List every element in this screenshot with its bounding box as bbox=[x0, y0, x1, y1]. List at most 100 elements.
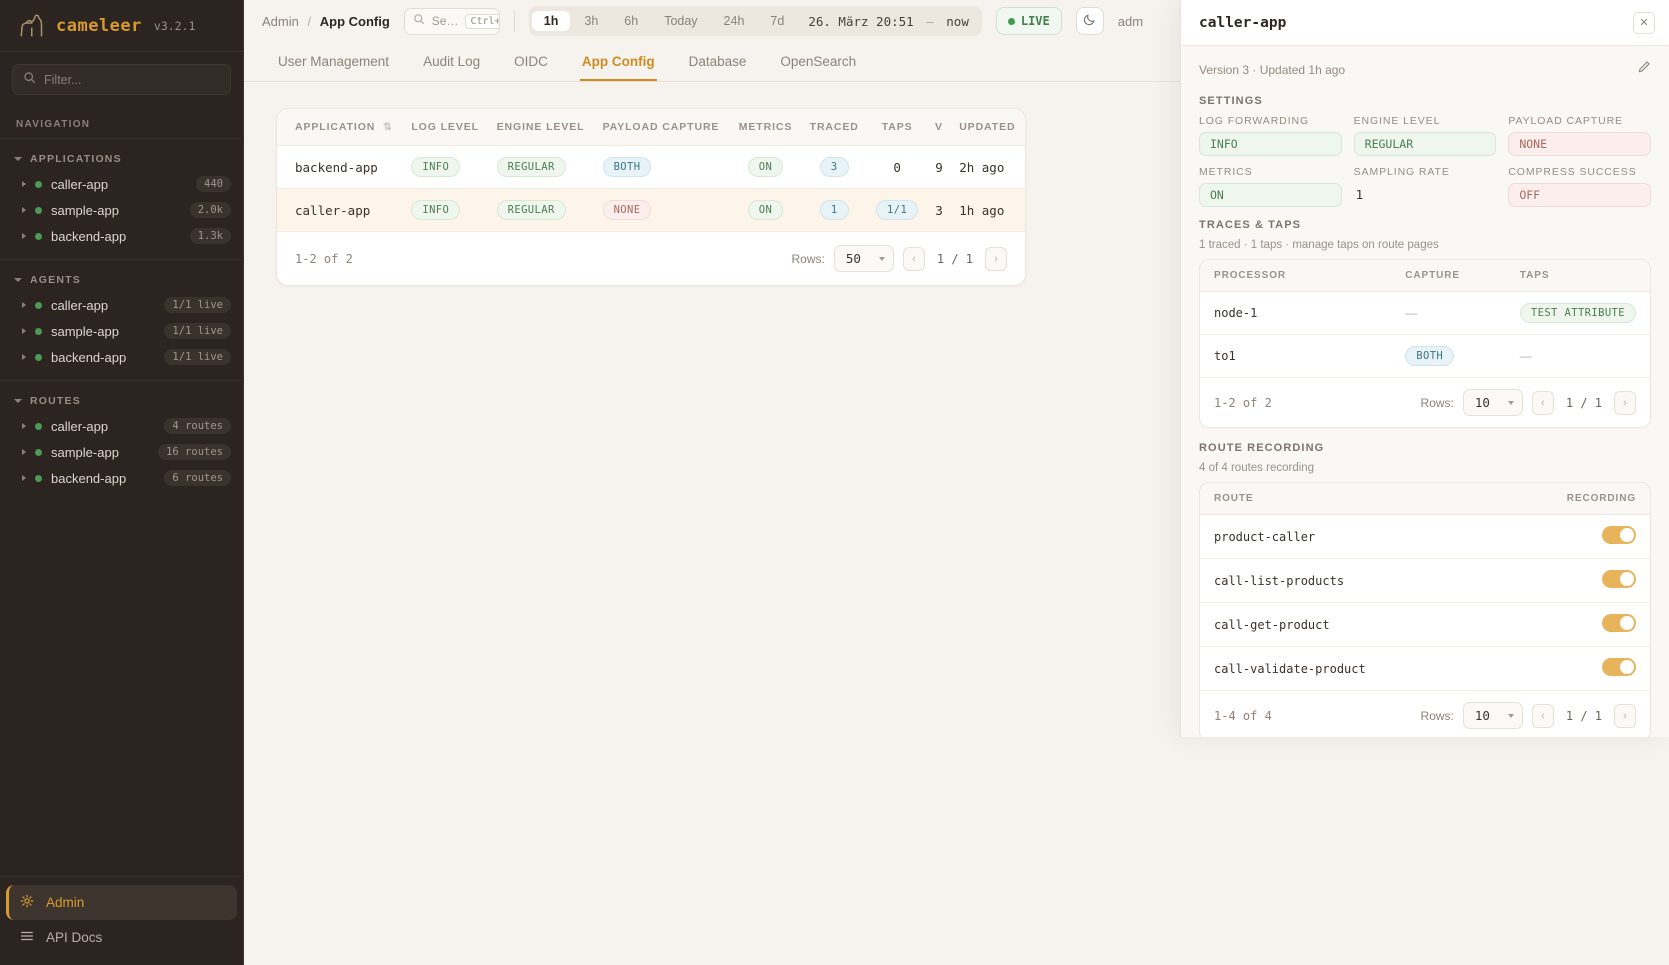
sidebar-item-label: backend-app bbox=[51, 228, 127, 244]
col-taps[interactable]: TAPS bbox=[867, 109, 927, 146]
setting-value[interactable]: NONE bbox=[1508, 132, 1651, 156]
sidebar-item-routes-sample-app[interactable]: sample-app 16 routes bbox=[0, 439, 243, 465]
next-page-button[interactable]: › bbox=[985, 246, 1007, 271]
filter-box[interactable] bbox=[12, 64, 231, 95]
rows-per-page-select[interactable]: 10 bbox=[1462, 702, 1523, 729]
close-icon[interactable]: ✕ bbox=[1633, 11, 1655, 34]
sidebar-item-agents-sample-app[interactable]: sample-app 1/1 live bbox=[0, 318, 243, 344]
setting-value[interactable]: OFF bbox=[1508, 183, 1651, 207]
sidebar-item-applications-backend-app[interactable]: backend-app 1.3k bbox=[0, 223, 243, 249]
tab-oidc[interactable]: OIDC bbox=[514, 54, 548, 69]
sidebar-item-routes-caller-app[interactable]: caller-app 4 routes bbox=[0, 413, 243, 439]
chevron-right-icon bbox=[22, 302, 26, 308]
payload-capture-chip: BOTH bbox=[602, 157, 652, 177]
content-area: APPLICATION ⇅ LOG LEVEL ENGINE LEVEL PAY… bbox=[244, 82, 1669, 312]
nav-group-routes: ROUTES caller-app 4 routes sample-app 16… bbox=[0, 380, 243, 501]
page-indicator: 1 / 1 bbox=[936, 251, 973, 266]
time-range-display[interactable]: 26. März 20:51 — now bbox=[798, 11, 979, 32]
engine-level-chip: REGULAR bbox=[496, 157, 566, 177]
sidebar-item-agents-caller-app[interactable]: caller-app 1/1 live bbox=[0, 292, 243, 318]
table-row[interactable]: node-1 — TEST ATTRIBUTE bbox=[1200, 291, 1650, 335]
range-button-today[interactable]: Today bbox=[664, 14, 698, 28]
next-page-button[interactable]: › bbox=[1614, 390, 1636, 415]
sidebar-item-applications-sample-app[interactable]: sample-app 2.0k bbox=[0, 197, 243, 223]
filter-input[interactable] bbox=[44, 72, 220, 87]
recording-table-footer: 1-4 of 4 Rows: 10 ‹ 1 / 1 › bbox=[1200, 691, 1650, 737]
next-page-button[interactable]: › bbox=[1614, 703, 1636, 728]
breadcrumb-current: App Config bbox=[319, 13, 390, 29]
range-button-24h[interactable]: 24h bbox=[723, 14, 745, 28]
tab-app-config[interactable]: App Config bbox=[579, 42, 657, 81]
search-shortcut: Ctrl+K bbox=[465, 13, 499, 29]
col-metrics[interactable]: METRICS bbox=[730, 109, 801, 146]
group-header-agents[interactable]: AGENTS bbox=[0, 268, 243, 292]
breadcrumb: Admin / App Config bbox=[262, 14, 390, 29]
tab-user-management[interactable]: User Management bbox=[278, 54, 390, 69]
col-v[interactable]: V bbox=[926, 109, 952, 146]
group-header-routes[interactable]: ROUTES bbox=[0, 389, 243, 413]
brand[interactable]: cameleer v3.2.1 bbox=[0, 0, 243, 52]
setting-value[interactable]: ON bbox=[1199, 183, 1342, 207]
metrics-chip: ON bbox=[747, 157, 784, 177]
sidebar-item-routes-backend-app[interactable]: backend-app 6 routes bbox=[0, 465, 243, 491]
sidebar-item-admin[interactable]: Admin bbox=[6, 885, 237, 920]
col-traced[interactable]: TRACED bbox=[800, 109, 868, 146]
drawer-meta: Version 3 · Updated 1h ago bbox=[1199, 62, 1346, 77]
prev-page-button[interactable]: ‹ bbox=[1531, 390, 1554, 415]
theme-toggle-button[interactable] bbox=[1075, 7, 1104, 35]
range-button-6h[interactable]: 6h bbox=[624, 14, 639, 28]
table-body: backend-app INFO REGULAR BOTH ON 3 0 9 2… bbox=[277, 145, 1025, 232]
table-row[interactable]: product-caller bbox=[1200, 514, 1650, 559]
live-dot-icon bbox=[1007, 17, 1015, 25]
range-button-1h[interactable]: 1h bbox=[531, 11, 571, 31]
table-row[interactable]: call-list-products bbox=[1200, 558, 1650, 603]
range-button-3h[interactable]: 3h bbox=[584, 14, 599, 28]
setting-value[interactable]: INFO bbox=[1199, 132, 1342, 156]
prev-page-button[interactable]: ‹ bbox=[902, 246, 925, 271]
moon-icon bbox=[1083, 12, 1097, 31]
search-input[interactable]: Se… Ctrl+K bbox=[403, 7, 500, 35]
prev-page-button[interactable]: ‹ bbox=[1531, 703, 1554, 728]
tab-audit-log[interactable]: Audit Log bbox=[423, 54, 481, 69]
tab-opensearch[interactable]: OpenSearch bbox=[780, 54, 857, 69]
sidebar-item-agents-backend-app[interactable]: backend-app 1/1 live bbox=[0, 344, 243, 370]
sidebar-spacer bbox=[0, 501, 243, 876]
breadcrumb-root[interactable]: Admin bbox=[262, 13, 299, 29]
sidebar-item-api-docs[interactable]: API Docs bbox=[6, 920, 237, 955]
recording-toggle[interactable] bbox=[1602, 526, 1636, 544]
range-button-7d[interactable]: 7d bbox=[770, 14, 785, 28]
table-row[interactable]: caller-app INFO REGULAR NONE ON 1 1/1 3 … bbox=[277, 188, 1025, 232]
status-dot bbox=[35, 448, 42, 456]
drawer-body: Version 3 · Updated 1h ago SETTINGS LOG … bbox=[1181, 46, 1669, 737]
setting-value[interactable]: REGULAR bbox=[1353, 132, 1497, 156]
sidebar-item-applications-caller-app[interactable]: caller-app 440 bbox=[0, 171, 243, 197]
recording-toggle[interactable] bbox=[1602, 658, 1636, 676]
table-row[interactable]: call-validate-product bbox=[1200, 646, 1650, 691]
live-badge[interactable]: LIVE bbox=[995, 7, 1062, 35]
pencil-icon[interactable] bbox=[1637, 60, 1651, 79]
cell-processor: node-1 bbox=[1200, 291, 1392, 335]
recording-toggle[interactable] bbox=[1602, 614, 1636, 632]
table-row[interactable]: call-get-product bbox=[1200, 602, 1650, 647]
recording-toggle[interactable] bbox=[1602, 570, 1636, 588]
cell-recording bbox=[1506, 646, 1650, 691]
table-row[interactable]: backend-app INFO REGULAR BOTH ON 3 0 9 2… bbox=[277, 145, 1025, 189]
cell-metrics: ON bbox=[730, 145, 801, 189]
col-log-level[interactable]: LOG LEVEL bbox=[403, 109, 489, 146]
group-header-applications[interactable]: APPLICATIONS bbox=[0, 147, 243, 171]
log-level-chip: INFO bbox=[411, 157, 461, 177]
rows-per-page-select[interactable]: 50 bbox=[833, 245, 894, 272]
table-row[interactable]: to1 BOTH — bbox=[1200, 334, 1650, 378]
rows-per-page-select[interactable]: 10 bbox=[1462, 389, 1523, 416]
col-payload-capture[interactable]: PAYLOAD CAPTURE bbox=[594, 109, 731, 146]
col-engine-level[interactable]: ENGINE LEVEL bbox=[488, 109, 595, 146]
col-updated[interactable]: UPDATED bbox=[951, 109, 1025, 146]
traces-heading: TRACES & TAPS bbox=[1199, 219, 1302, 231]
breadcrumb-separator: / bbox=[307, 13, 312, 29]
tab-database[interactable]: Database bbox=[688, 54, 747, 69]
user-menu[interactable]: adm bbox=[1117, 13, 1144, 29]
cell-recording bbox=[1506, 514, 1650, 559]
col-application[interactable]: APPLICATION ⇅ bbox=[277, 109, 404, 146]
cell-payload-capture: BOTH bbox=[594, 145, 731, 189]
log-level-chip: INFO bbox=[411, 200, 461, 220]
